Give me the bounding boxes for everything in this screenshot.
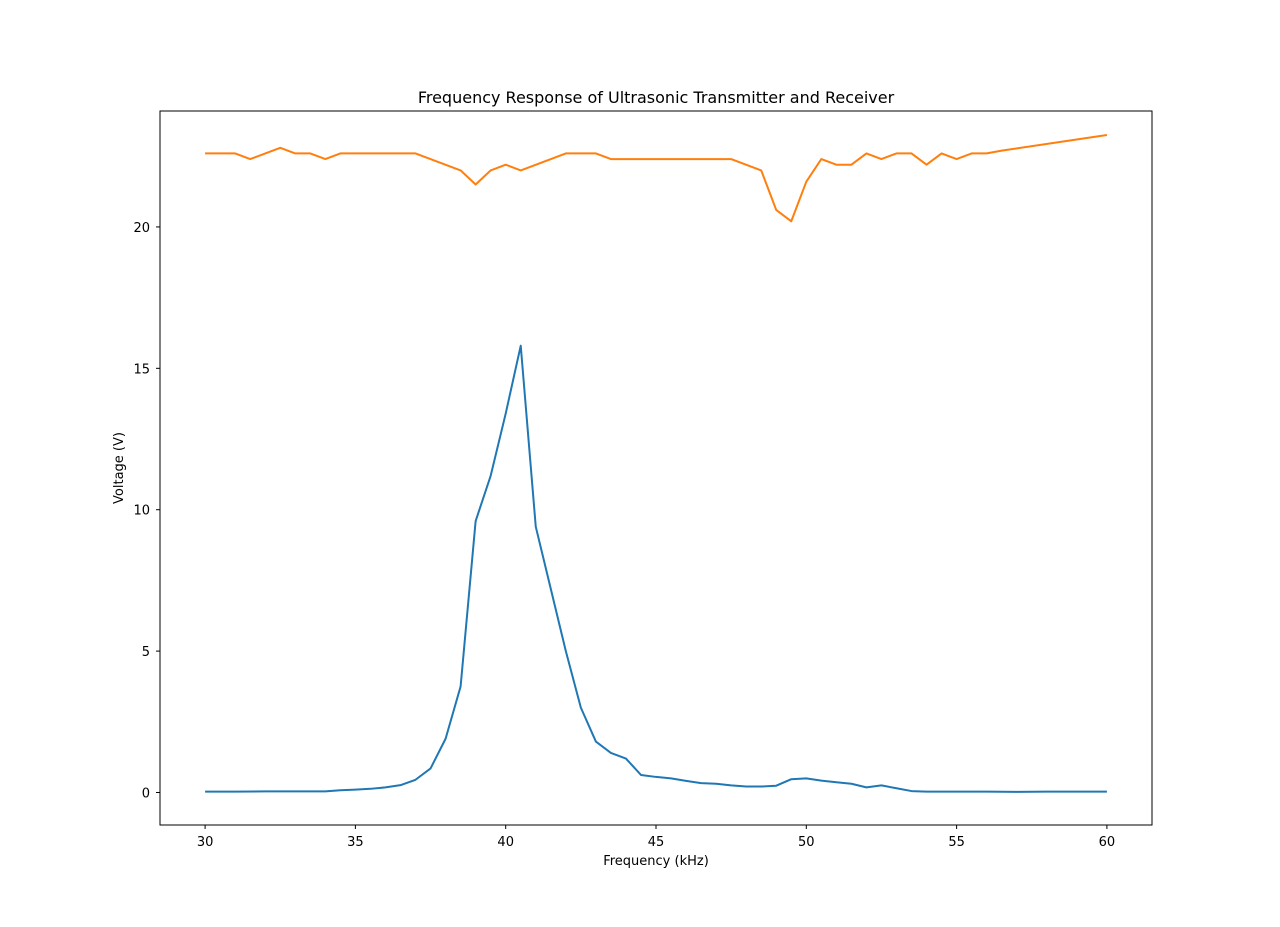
series-layer — [205, 134, 1108, 793]
series-line-2 — [205, 134, 1108, 223]
y-axis-label: Voltage (V) — [112, 432, 127, 504]
y-tick-label: 5 — [142, 645, 150, 660]
y-tick-label: 20 — [133, 221, 150, 236]
x-tick-label: 60 — [1099, 835, 1116, 850]
x-tick-label: 55 — [948, 835, 965, 850]
y-axis-ticks: 0 5 10 15 20 — [133, 221, 160, 801]
series-line-1 — [205, 344, 1107, 793]
x-tick-label: 50 — [798, 835, 815, 850]
x-tick-label: 30 — [197, 835, 214, 850]
x-tick-label: 40 — [497, 835, 514, 850]
x-axis-label: Frequency (kHz) — [603, 854, 709, 869]
x-axis-ticks: 30 35 40 45 50 55 60 — [197, 825, 1115, 850]
y-tick-label: 0 — [142, 786, 150, 801]
chart-title: Frequency Response of Ultrasonic Transmi… — [418, 88, 895, 107]
y-tick-label: 10 — [133, 504, 150, 519]
plot-area-frame — [159, 110, 1153, 826]
y-tick-label: 15 — [133, 362, 150, 377]
x-tick-label: 45 — [648, 835, 665, 850]
x-tick-label: 35 — [347, 835, 364, 850]
